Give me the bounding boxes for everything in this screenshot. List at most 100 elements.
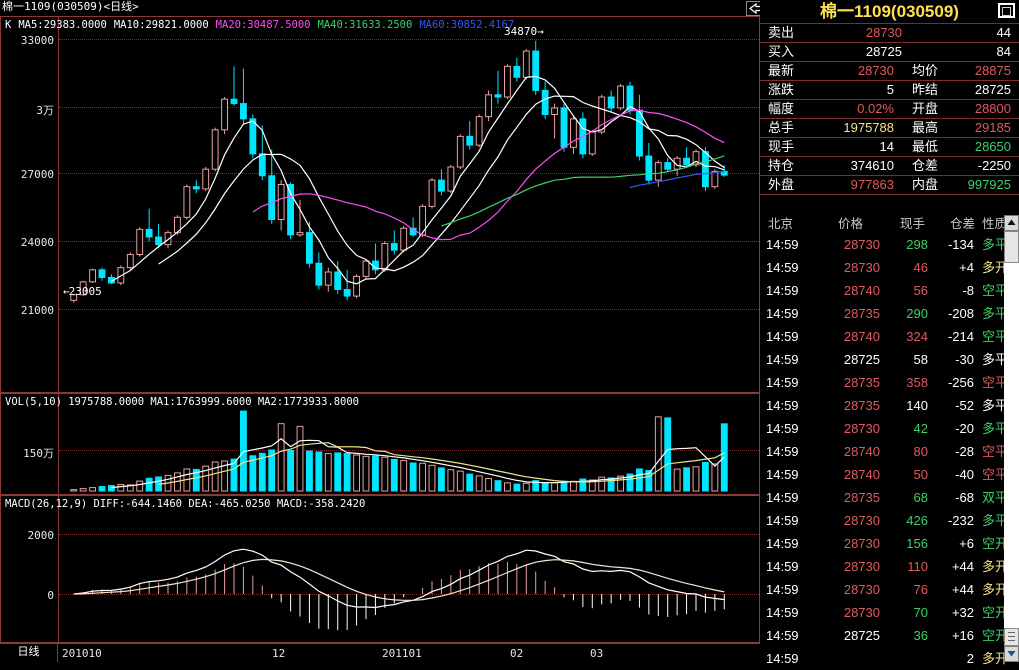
tick-price: 28730 <box>843 605 880 620</box>
tick-volume: 76 <box>913 582 928 597</box>
tick-oi-change: +44 <box>951 582 974 597</box>
th-price: 价格 <box>838 217 864 231</box>
table-row[interactable]: 14:59 28740 56 -8 空平 <box>760 279 1008 302</box>
tick-type: 空平 <box>982 283 1009 298</box>
legend-ma-0: MA5:29383.0000 <box>18 19 107 31</box>
period-label[interactable]: 日线 <box>0 644 58 662</box>
tick-price: 28730 <box>843 260 880 275</box>
tick-type: 空开 <box>982 605 1009 620</box>
table-row[interactable]: 14:59 28725 58 -30 多平 <box>760 348 1008 371</box>
y-tick: 150万 <box>23 447 54 460</box>
quote-value: 977863 <box>850 177 894 192</box>
table-row[interactable]: 14:59 28735 290 -208 多平 <box>760 302 1008 325</box>
table-row[interactable]: 14:59 28740 324 -214 空平 <box>760 325 1008 348</box>
tick-type: 多平 <box>982 513 1009 528</box>
tick-time: 14:59 <box>766 421 799 436</box>
tick-time: 14:59 <box>766 260 799 275</box>
kline-panel[interactable]: 33000 3万 27000 24000 21000 34870→ ←23005 <box>0 16 760 393</box>
table-row[interactable]: 14:59 28735 358 -256 空平 <box>760 371 1008 394</box>
tick-volume: 42 <box>913 421 928 436</box>
tick-oi-change: -232 <box>947 513 974 528</box>
tick-type: 多开 <box>982 559 1009 574</box>
date-axis: 日线 201010 12 201101 02 03 <box>0 643 760 663</box>
tick-volume: 46 <box>913 260 928 275</box>
volume-y-axis: 150万 <box>1 394 59 494</box>
macd-panel[interactable]: 2000 0 MACD(26,12,9) DIFF:-644.1460 DEA:… <box>0 495 760 643</box>
quote-label: 卖出 <box>768 25 795 40</box>
tick-volume: 80 <box>913 444 928 459</box>
table-row[interactable]: 14:59 28730 156 +6 空开 <box>760 532 1008 555</box>
table-row[interactable]: 14:59 28730 76 +44 多开 <box>760 578 1008 601</box>
tick-type: 空平 <box>982 467 1009 482</box>
quote-label-2: 昨结 <box>912 82 939 97</box>
quote-row: 外盘 977863 内盘 997925 <box>760 176 1019 195</box>
volume-panel[interactable]: 150万 VOL(5,10) 1975788.0000 MA1:1763999.… <box>0 393 760 495</box>
table-row[interactable]: 14:59 28735 68 -68 双平 <box>760 486 1008 509</box>
kline-plot[interactable]: 34870→ ←23005 <box>59 17 759 392</box>
tick-time: 14:59 <box>766 559 799 574</box>
scroll-down-icon[interactable] <box>1004 646 1019 662</box>
tick-time: 14:59 <box>766 444 799 459</box>
table-row[interactable]: 14:59 28730 70 +32 空开 <box>760 601 1008 624</box>
macd-y-axis: 2000 0 <box>1 496 59 642</box>
tick-type: 多开 <box>982 582 1009 597</box>
th-type: 性质 <box>982 217 1008 231</box>
quote-label: 现手 <box>768 139 795 154</box>
tick-type: 多平 <box>982 306 1009 321</box>
table-row[interactable]: 14:59 28730 42 -20 多平 <box>760 417 1008 440</box>
table-row[interactable]: 14:59 28730 426 -232 多平 <box>760 509 1008 532</box>
tick-oi-change: -30 <box>955 352 974 367</box>
tick-price: 28725 <box>843 628 880 643</box>
table-row[interactable]: 14:59 28725 36 +16 空开 <box>760 624 1008 647</box>
tick-price: 28740 <box>843 283 880 298</box>
tick-table[interactable]: 14:59 28730 298 -134 多平 14:59 28730 46 +4 多开 14:59… <box>760 233 1008 670</box>
y-tick: 21000 <box>20 304 54 317</box>
macd-plot[interactable] <box>59 496 759 642</box>
table-row[interactable]: 14:59 28730 110 +44 多开 <box>760 555 1008 578</box>
legend-k: K <box>5 19 12 31</box>
tick-time: 14:59 <box>766 628 799 643</box>
quote-label: 持仓 <box>768 158 795 173</box>
tick-volume: 58 <box>913 352 928 367</box>
tick-time: 14:59 <box>766 513 799 528</box>
table-row[interactable]: 14:59 28740 50 -40 空平 <box>760 463 1008 486</box>
quote-value-2: 28875 <box>974 63 1011 78</box>
tick-type: 多平 <box>982 421 1009 436</box>
quote-label-2: 仓差 <box>912 158 939 173</box>
quote-value: 1975788 <box>843 120 894 135</box>
tick-type: 空平 <box>982 444 1009 459</box>
th-oi: 仓差 <box>950 217 976 231</box>
tick-scrollbar[interactable] <box>1004 215 1019 662</box>
table-row[interactable]: 14:59 28730 46 +4 多开 <box>760 256 1008 279</box>
quote-qty: 44 <box>996 25 1011 40</box>
table-row[interactable]: 14:59 28740 80 -28 空平 <box>760 440 1008 463</box>
scroll-up-icon[interactable] <box>1004 215 1019 231</box>
scrollbar-track[interactable] <box>1004 263 1019 628</box>
tick-type: 多平 <box>982 237 1009 252</box>
tick-time: 14:59 <box>766 467 799 482</box>
quote-label: 总手 <box>768 120 795 135</box>
maximize-icon[interactable] <box>998 3 1015 18</box>
contract-title: 棉一1109(030509) <box>820 2 959 21</box>
legend-ma-3: MA40:31633.2500 <box>317 19 413 31</box>
tick-volume: 110 <box>907 559 928 574</box>
table-row[interactable]: 14:59 2 多开 <box>760 647 1008 670</box>
legend-ma-4: MA60:30852.4167 <box>419 19 515 31</box>
volume-plot[interactable] <box>59 394 759 494</box>
window-title: 棉一1109(030509)<日线> <box>0 0 760 14</box>
table-row[interactable]: 14:59 28730 298 -134 多平 <box>760 233 1008 256</box>
table-row[interactable]: 14:59 28735 140 -52 多平 <box>760 394 1008 417</box>
quote-label-2: 最高 <box>912 120 939 135</box>
quote-panel: 棉一1109(030509) 卖出 28730 44 买入 28725 84 最新 28730… <box>760 0 1019 666</box>
quote-value: 0.02% <box>857 101 894 116</box>
tick-time: 14:59 <box>766 375 799 390</box>
tick-volume: 324 <box>906 329 928 344</box>
tick-oi-change: +32 <box>951 605 974 620</box>
quote-value-2: 28800 <box>974 101 1011 116</box>
tick-volume: 70 <box>913 605 928 620</box>
scrollbar-thumb-bottom[interactable] <box>1004 628 1019 646</box>
quote-label-2: 开盘 <box>912 101 939 116</box>
scrollbar-thumb-top[interactable] <box>1004 231 1019 263</box>
tick-oi-change: +16 <box>951 628 974 643</box>
